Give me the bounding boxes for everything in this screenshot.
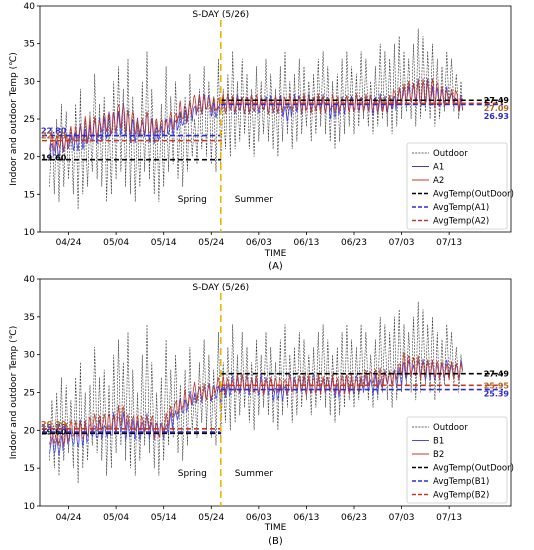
series-b2	[49, 352, 463, 447]
event-label: S-DAY (5/26)	[192, 10, 249, 20]
legend-entry: AvgTemp(A1)	[433, 203, 489, 213]
legend-entry: AvgTemp(B2)	[433, 491, 489, 501]
avg-value-spring: 22.13	[41, 132, 66, 141]
y-tick-label: 15	[24, 464, 35, 474]
x-tick-label: 04/24	[56, 238, 82, 248]
avg-value-summer: 25.95	[484, 381, 510, 390]
avg-value-spring: 19.60	[41, 154, 67, 163]
x-tick-label: 07/03	[389, 513, 415, 523]
legend-entry: A1	[433, 163, 444, 173]
y-tick-label: 40	[24, 275, 36, 285]
x-tick-label: 05/04	[103, 513, 129, 523]
y-tick-label: 15	[24, 190, 35, 200]
avg-value-spring: 22.80	[41, 127, 67, 136]
y-tick-label: 35	[24, 313, 35, 323]
period-label-summer: Summer	[235, 195, 273, 205]
x-axis-label: TIME	[264, 249, 287, 259]
legend-box	[406, 142, 508, 230]
y-tick-label: 25	[24, 389, 35, 399]
y-tick-label: 30	[24, 77, 36, 87]
legend-entry: Outdoor	[433, 423, 468, 433]
avg-value-summer: 25.39	[484, 389, 510, 398]
legend-entry: AvgTemp(OutDoor)	[433, 190, 514, 200]
x-tick-label: 06/23	[341, 513, 367, 523]
legend-entry: Outdoor	[433, 149, 468, 159]
y-tick-label: 10	[24, 228, 36, 238]
period-label-summer: Summer	[235, 469, 273, 479]
legend-entry: A2	[433, 176, 444, 186]
avg-value-spring: 20.20	[41, 420, 67, 429]
x-tick-label: 05/24	[198, 513, 224, 523]
legend-entry: AvgTemp(A2)	[433, 217, 489, 227]
y-tick-label: 10	[24, 502, 36, 512]
period-label-spring: Spring	[178, 195, 207, 205]
event-label: S-DAY (5/26)	[192, 283, 249, 293]
y-tick-label: 25	[24, 115, 35, 125]
y-axis-label: Indoor and outdoor Temp (℃)	[9, 52, 19, 185]
panel-label: (B)	[268, 536, 283, 547]
period-label-spring: Spring	[178, 469, 207, 479]
legend-entry: B2	[433, 450, 444, 460]
x-tick-label: 06/03	[246, 238, 272, 248]
chart-a: 10 15 20 25 30 35 40 04/24 05/04 05/14 05/24 06/03 0…	[9, 2, 514, 272]
y-axis-label: Indoor and outdoor Temp (℃)	[9, 326, 19, 459]
x-tick-label: 05/14	[151, 238, 177, 248]
x-tick-label: 06/03	[246, 513, 272, 523]
legend-entry: AvgTemp(OutDoor)	[433, 464, 514, 474]
x-tick-label: 05/24	[198, 238, 224, 248]
x-tick-label: 05/04	[103, 238, 129, 248]
series-outdoor	[49, 28, 463, 210]
y-tick-label: 40	[24, 2, 36, 12]
panel-label: (A)	[268, 261, 283, 272]
y-tick-label: 30	[24, 351, 36, 361]
legend-entry: B1	[433, 437, 444, 447]
y-tick-label: 20	[24, 426, 36, 436]
chart-b: 10 15 20 25 30 35 40 04/24 05/04 05/14 05/24 06/03 0…	[9, 275, 514, 547]
x-axis-label: TIME	[264, 523, 287, 533]
series-outdoor	[49, 301, 463, 484]
x-tick-label: 07/03	[389, 238, 415, 248]
x-tick-label: 07/13	[436, 513, 462, 523]
x-tick-label: 05/14	[151, 513, 177, 523]
series-a2	[49, 78, 463, 152]
avg-value-spring: 19.78	[41, 423, 67, 432]
y-tick-label: 20	[24, 153, 36, 163]
legend-entry: AvgTemp(B1)	[433, 477, 489, 487]
avg-value-summer: 27.09	[484, 104, 510, 113]
avg-value-summer: 27.49	[484, 370, 510, 379]
x-tick-label: 06/13	[293, 238, 319, 248]
x-tick-label: 06/23	[341, 238, 367, 248]
y-tick-label: 35	[24, 40, 35, 50]
x-tick-label: 04/24	[56, 513, 82, 523]
x-tick-label: 07/13	[436, 238, 462, 248]
legend-box	[406, 416, 508, 504]
avg-value-summer: 26.93	[484, 112, 509, 121]
x-tick-label: 06/13	[293, 513, 319, 523]
avg-value-summer: 27.49	[484, 96, 510, 105]
